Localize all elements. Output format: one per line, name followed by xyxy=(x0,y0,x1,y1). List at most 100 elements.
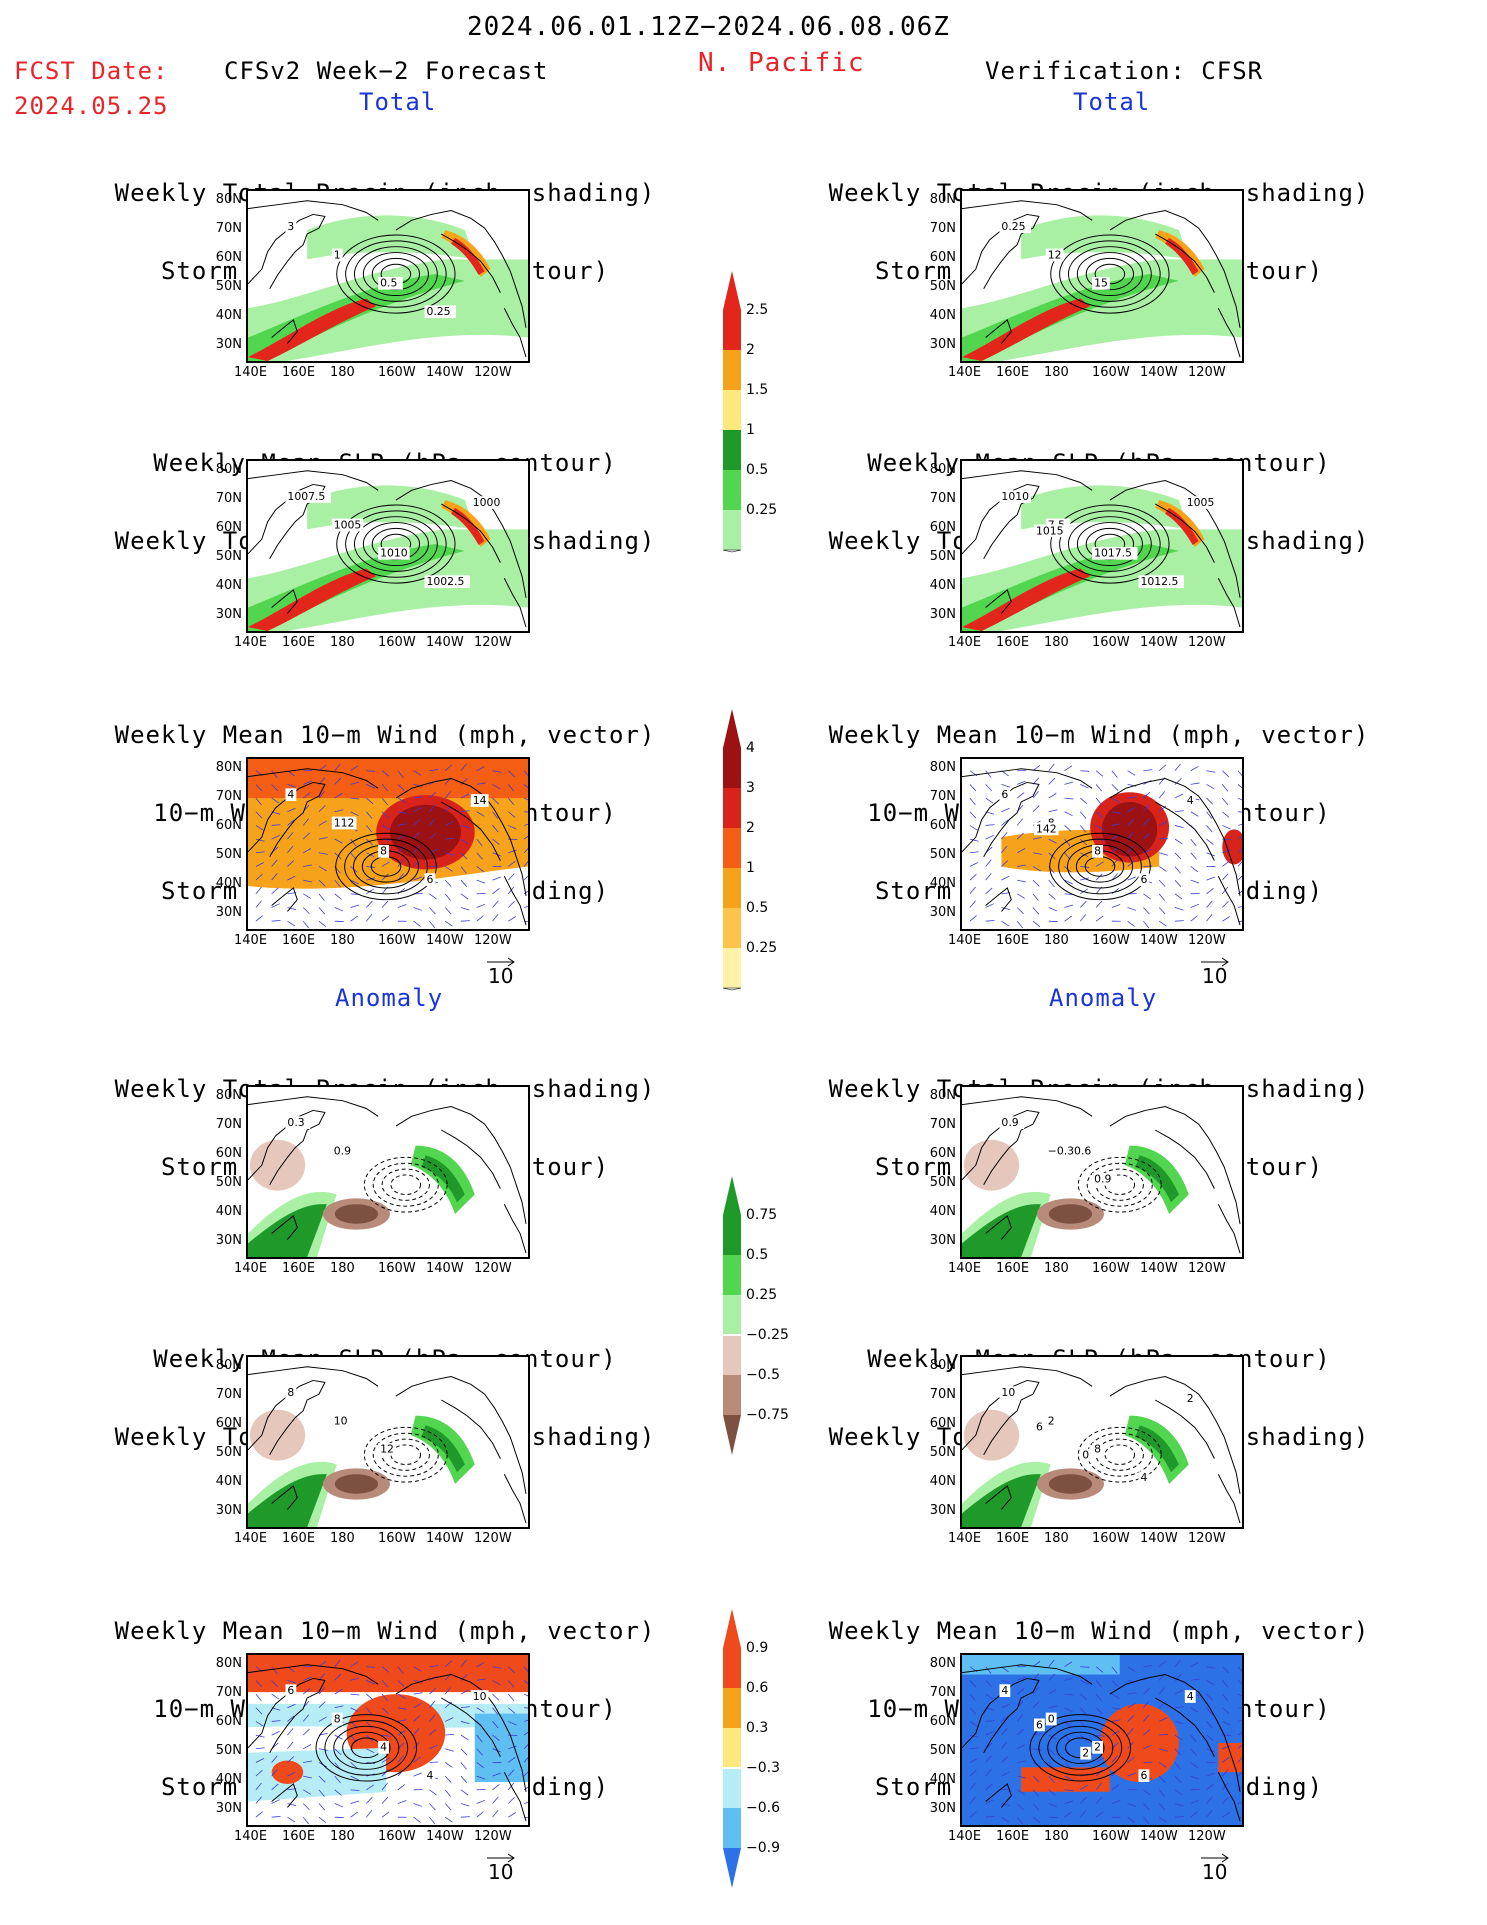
colorbar-label: 4 xyxy=(746,740,755,756)
title-line: Weekly Mean 10−m Wind (mph, vector) xyxy=(114,1617,656,1645)
svg-text:10: 10 xyxy=(334,1414,348,1427)
map-panel-fc-wind: 4 112 8 6 14 xyxy=(246,757,530,931)
map-plot: 4 0 2 6 4 6 2 xyxy=(962,1655,1242,1825)
vector-reference-label: 10 xyxy=(1202,964,1228,988)
lon-tick-label: 180 xyxy=(1044,1829,1069,1844)
contour-label: 12 xyxy=(1045,248,1064,261)
svg-text:4: 4 xyxy=(1140,1471,1147,1484)
contour-label: 8 xyxy=(1092,1443,1103,1456)
contour-label: 6 xyxy=(999,788,1011,801)
region-title: N. Pacific xyxy=(698,48,865,78)
lon-tick-label: 160E xyxy=(282,365,316,380)
colorbar-label: 1 xyxy=(746,422,755,438)
map-plot: 8 10 12 xyxy=(248,1366,527,1527)
lat-tick-label: 80N xyxy=(215,760,242,775)
lon-tick-label: 140E xyxy=(234,1829,268,1844)
title-line: Weekly Mean 10−m Wind (mph, vector) xyxy=(828,721,1370,749)
lon-tick-label: 140E xyxy=(948,1829,982,1844)
lat-tick-label: 30N xyxy=(929,1233,956,1248)
lat-tick-label: 50N xyxy=(929,1743,956,1758)
contour-label: 0.25 xyxy=(424,305,457,318)
lon-tick-label: 140E xyxy=(948,1531,982,1546)
lon-tick-label: 120W xyxy=(1188,1829,1226,1844)
contour-label: 1005 xyxy=(1184,496,1217,509)
lon-tick-label: 140W xyxy=(426,635,464,650)
lon-tick-label: 180 xyxy=(1044,635,1069,650)
lat-tick-label: 80N xyxy=(929,1358,956,1373)
title-line: Weekly Mean 10−m Wind (mph, vector) xyxy=(828,1617,1370,1645)
lon-tick-label: 160E xyxy=(282,933,316,948)
svg-text:10: 10 xyxy=(473,1690,487,1703)
contour-label: 8 xyxy=(331,1712,343,1725)
forecast-title: CFSv2 Week−2 Forecast xyxy=(224,57,549,85)
svg-text:2: 2 xyxy=(1187,1392,1194,1405)
lon-tick-label: 140W xyxy=(426,1261,464,1276)
svg-text:14: 14 xyxy=(473,794,487,807)
svg-text:0: 0 xyxy=(1048,1712,1055,1725)
contour-label: 1010 xyxy=(999,490,1032,503)
colorbar-label: 0.25 xyxy=(746,940,778,956)
lat-tick-label: 40N xyxy=(929,578,956,593)
contour-label: 3 xyxy=(285,220,297,233)
lat-tick-label: 40N xyxy=(215,876,242,891)
lon-tick-label: 160W xyxy=(1092,635,1130,650)
lon-tick-label: 180 xyxy=(1044,933,1069,948)
lon-tick-label: 140E xyxy=(948,635,982,650)
lat-tick-label: 30N xyxy=(929,1801,956,1816)
colorbar-label: −0.9 xyxy=(746,1840,780,1856)
map-plot: 1007.5 1005 1010 1002.5 1000 xyxy=(248,470,528,631)
contour-label: 12 xyxy=(378,1443,396,1456)
lon-tick-label: 140W xyxy=(1140,365,1178,380)
lat-tick-label: 80N xyxy=(215,1088,242,1103)
contour-label: 112 xyxy=(331,816,357,829)
lon-tick-label: 120W xyxy=(474,1531,512,1546)
contour-label: 0 xyxy=(1045,1712,1057,1725)
lat-tick-label: 70N xyxy=(215,1117,242,1132)
colorbar-anom_storm xyxy=(723,1609,741,1888)
contour-label: 1010 xyxy=(378,547,410,560)
contour-label: 8 xyxy=(285,1386,297,1399)
contour-label: 10 xyxy=(470,1690,489,1703)
colorbar-anom_precip xyxy=(723,1176,741,1455)
lat-tick-label: 30N xyxy=(215,1801,242,1816)
contour-label: 1005 xyxy=(331,518,364,531)
contour-label: 0.9 xyxy=(331,1144,357,1157)
lon-tick-label: 160W xyxy=(1092,1531,1130,1546)
contour-label: 4 xyxy=(1138,1471,1150,1484)
svg-text:1000: 1000 xyxy=(473,496,501,509)
lat-tick-label: 70N xyxy=(215,1685,242,1700)
lat-tick-label: 40N xyxy=(215,578,242,593)
lon-tick-label: 180 xyxy=(1044,1531,1069,1546)
contour-label: 6 xyxy=(1138,873,1150,886)
svg-text:2: 2 xyxy=(1048,1414,1055,1427)
lat-tick-label: 70N xyxy=(929,491,956,506)
lat-tick-label: 80N xyxy=(215,462,242,477)
svg-text:6: 6 xyxy=(287,1684,294,1697)
svg-text:8: 8 xyxy=(334,1712,341,1725)
verification-title: Verification: CFSR xyxy=(985,57,1264,85)
contour-label: 0 xyxy=(1080,1449,1092,1462)
svg-text:4: 4 xyxy=(380,1741,387,1754)
svg-text:1015: 1015 xyxy=(1036,524,1064,537)
lat-tick-label: 70N xyxy=(929,1685,956,1700)
lat-tick-label: 60N xyxy=(215,520,242,535)
lat-tick-label: 30N xyxy=(215,1503,242,1518)
lat-tick-label: 40N xyxy=(929,1204,956,1219)
lat-tick-label: 50N xyxy=(929,1175,956,1190)
lon-tick-label: 180 xyxy=(330,1261,355,1276)
colorbar-label: −0.3 xyxy=(746,1760,780,1776)
lat-tick-label: 60N xyxy=(929,1146,956,1161)
vector-reference-label: 10 xyxy=(1202,1860,1228,1884)
lon-tick-label: 160W xyxy=(378,1261,416,1276)
lon-tick-label: 160E xyxy=(996,365,1030,380)
contour-label: 4 xyxy=(1184,1690,1196,1703)
lon-tick-label: 140E xyxy=(948,933,982,948)
lon-tick-label: 140E xyxy=(948,365,982,380)
contour-label: 6 xyxy=(1033,1718,1045,1731)
colorbar-label: 0.6 xyxy=(746,1680,769,1696)
svg-text:8: 8 xyxy=(1094,1443,1101,1456)
contour-label: 15 xyxy=(1092,277,1110,290)
lat-tick-label: 80N xyxy=(929,1656,956,1671)
lat-tick-label: 50N xyxy=(929,549,956,564)
lat-tick-label: 80N xyxy=(215,192,242,207)
